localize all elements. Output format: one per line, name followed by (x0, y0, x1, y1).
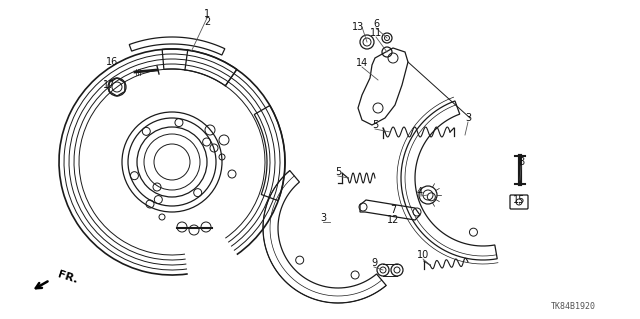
Text: 13: 13 (352, 22, 364, 32)
Text: 14: 14 (356, 58, 368, 68)
Text: 9: 9 (371, 258, 377, 268)
Text: 17: 17 (103, 80, 115, 90)
Text: 5: 5 (335, 167, 341, 177)
Text: 2: 2 (204, 17, 210, 27)
Text: 12: 12 (387, 215, 399, 225)
Text: 8: 8 (518, 157, 524, 167)
Text: 6: 6 (373, 19, 379, 29)
Text: 16: 16 (106, 57, 118, 67)
Text: TK84B1920: TK84B1920 (551, 302, 596, 311)
Text: 10: 10 (417, 250, 429, 260)
Text: 3: 3 (465, 113, 471, 123)
Text: FR.: FR. (56, 269, 79, 285)
Text: 7: 7 (390, 205, 396, 215)
Text: 15: 15 (513, 195, 525, 205)
Text: 4: 4 (417, 187, 423, 197)
Text: 3: 3 (320, 213, 326, 223)
Text: 5: 5 (372, 120, 378, 130)
Text: 1: 1 (204, 9, 210, 19)
Text: 11: 11 (370, 28, 382, 38)
